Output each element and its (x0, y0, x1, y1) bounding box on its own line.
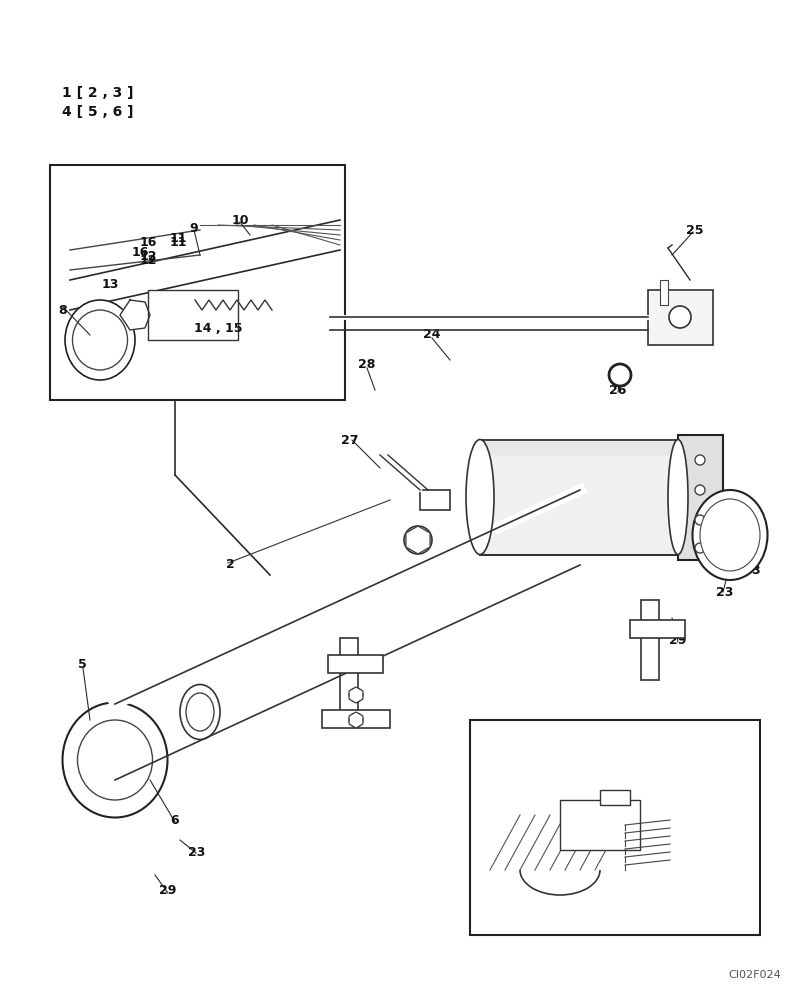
Text: 12: 12 (139, 250, 157, 263)
Circle shape (695, 543, 705, 553)
Bar (470, 720, 760, 935)
Text: 25: 25 (686, 224, 704, 236)
Ellipse shape (700, 499, 760, 571)
Circle shape (695, 515, 705, 525)
Bar (148, 290, 238, 340)
Text: 18: 18 (541, 766, 558, 780)
Bar (420, 490, 450, 510)
Bar (641, 600, 659, 680)
Ellipse shape (180, 684, 220, 740)
Polygon shape (480, 440, 680, 555)
Ellipse shape (62, 702, 167, 818)
Ellipse shape (669, 306, 691, 328)
Bar (322, 710, 390, 728)
Text: 23: 23 (717, 586, 734, 599)
Text: 11: 11 (169, 232, 187, 244)
Text: 4 [ 5 , 6 ]: 4 [ 5 , 6 ] (62, 105, 133, 119)
Ellipse shape (466, 440, 494, 554)
Text: 16: 16 (139, 236, 157, 249)
Text: 12: 12 (139, 253, 157, 266)
Circle shape (695, 485, 705, 495)
Bar (50, 165, 345, 400)
Circle shape (404, 526, 432, 554)
Bar (678, 435, 723, 560)
Text: 10: 10 (231, 214, 249, 227)
Text: 29: 29 (669, 634, 687, 647)
Bar (648, 290, 713, 345)
Text: 2: 2 (225, 558, 234, 572)
Bar (560, 800, 640, 850)
Text: 14 , 15: 14 , 15 (194, 322, 242, 334)
Text: 28: 28 (358, 359, 376, 371)
Ellipse shape (609, 364, 631, 386)
Ellipse shape (692, 490, 768, 580)
Text: 11: 11 (169, 236, 187, 249)
Text: 5: 5 (78, 658, 86, 672)
Bar (660, 280, 668, 305)
Text: CI02F024: CI02F024 (729, 970, 781, 980)
Bar (630, 620, 685, 638)
Text: 8: 8 (59, 304, 67, 316)
Polygon shape (120, 300, 150, 330)
Polygon shape (480, 440, 700, 455)
Text: 26: 26 (609, 383, 627, 396)
Text: 1 [ 2 , 3 ]: 1 [ 2 , 3 ] (62, 86, 133, 100)
Bar (328, 655, 383, 673)
Text: 29: 29 (159, 884, 177, 896)
Text: 17: 17 (511, 782, 528, 794)
Circle shape (349, 688, 363, 702)
Ellipse shape (668, 440, 688, 554)
Text: 3: 3 (751, 564, 760, 576)
Text: 13: 13 (101, 278, 119, 292)
Ellipse shape (73, 310, 128, 370)
Circle shape (349, 713, 363, 727)
Text: 6: 6 (170, 814, 179, 826)
Bar (600, 790, 630, 805)
Text: 24: 24 (423, 328, 440, 342)
Text: 27: 27 (341, 434, 359, 446)
Circle shape (695, 455, 705, 465)
Ellipse shape (65, 300, 135, 380)
Ellipse shape (708, 508, 752, 562)
Text: 9: 9 (190, 222, 198, 234)
Text: 21: 21 (639, 786, 657, 800)
Ellipse shape (186, 693, 214, 731)
Ellipse shape (87, 730, 142, 790)
Text: 16: 16 (132, 245, 149, 258)
Text: 20: 20 (573, 754, 591, 766)
Ellipse shape (78, 720, 153, 800)
Text: 23: 23 (188, 846, 206, 858)
Text: 22: 22 (633, 834, 650, 846)
Text: 19: 19 (534, 782, 552, 794)
Bar (340, 638, 358, 718)
